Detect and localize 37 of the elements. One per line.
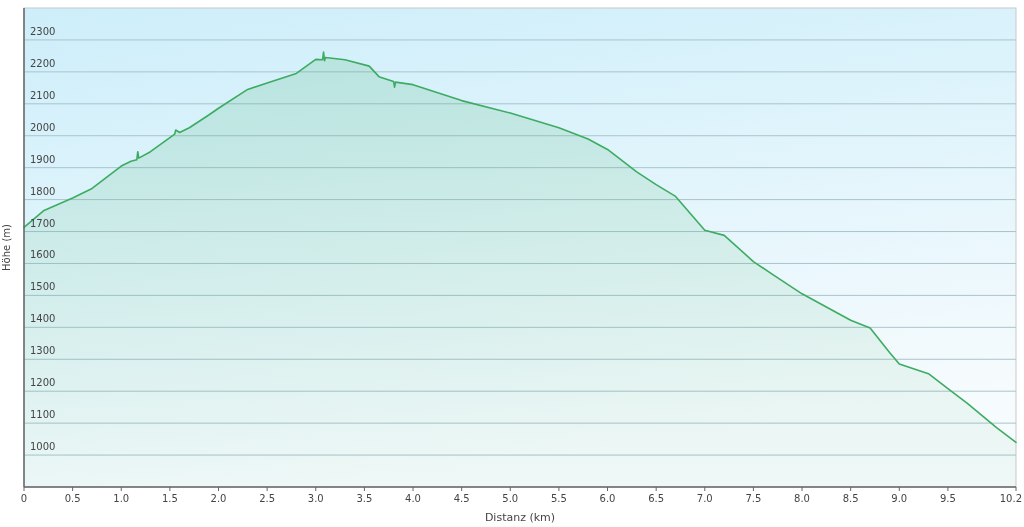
y-tick-label: 1400 — [30, 313, 56, 325]
x-tick-label: 8.5 — [842, 493, 859, 504]
x-tick-label: 4.0 — [405, 493, 421, 504]
x-tick-label: 0.5 — [64, 493, 81, 504]
x-tick-label: 0 — [20, 493, 28, 504]
x-tick-label: 7.5 — [745, 493, 762, 504]
x-tick-label: 1.0 — [113, 493, 130, 504]
x-tick-label: 10.2 — [999, 493, 1022, 504]
x-tick-label: 9.5 — [939, 493, 956, 504]
y-tick-label: 1600 — [30, 249, 56, 261]
x-tick-label: 7.0 — [696, 493, 713, 504]
y-tick-label: 1700 — [30, 217, 56, 229]
x-tick-label: 2.5 — [259, 493, 276, 504]
y-tick-label: 1200 — [30, 377, 56, 389]
x-tick-label: 6.5 — [648, 493, 665, 504]
x-tick-label: 8.0 — [794, 493, 810, 504]
y-tick-label: 1500 — [30, 281, 56, 293]
y-axis-title: Höhe (m) — [1, 223, 12, 271]
x-tick-label: 5.5 — [550, 493, 567, 504]
x-axis-title: Distanz (km) — [484, 511, 556, 524]
y-tick-label: 1800 — [30, 185, 56, 197]
y-tick-label: 1000 — [30, 441, 56, 453]
y-tick-label: 2100 — [30, 89, 56, 101]
x-tick-label: 3.0 — [307, 493, 324, 504]
y-tick-label: 2300 — [30, 25, 56, 37]
x-tick-label: 4.5 — [453, 493, 470, 504]
y-tick-label: 2000 — [30, 121, 56, 133]
y-tick-label: 1300 — [30, 345, 56, 357]
x-tick-label: 3.5 — [356, 493, 373, 504]
x-tick-label: 6.0 — [599, 493, 616, 504]
x-tick-label: 5.0 — [502, 493, 519, 504]
y-tick-label: 1900 — [30, 153, 56, 165]
x-tick-label: 2.0 — [210, 493, 227, 504]
x-tick-label: 1.5 — [161, 493, 178, 504]
y-tick-label: 1100 — [30, 409, 56, 421]
x-tick-label: 9.0 — [891, 493, 908, 504]
y-tick-label: 2200 — [30, 57, 56, 69]
